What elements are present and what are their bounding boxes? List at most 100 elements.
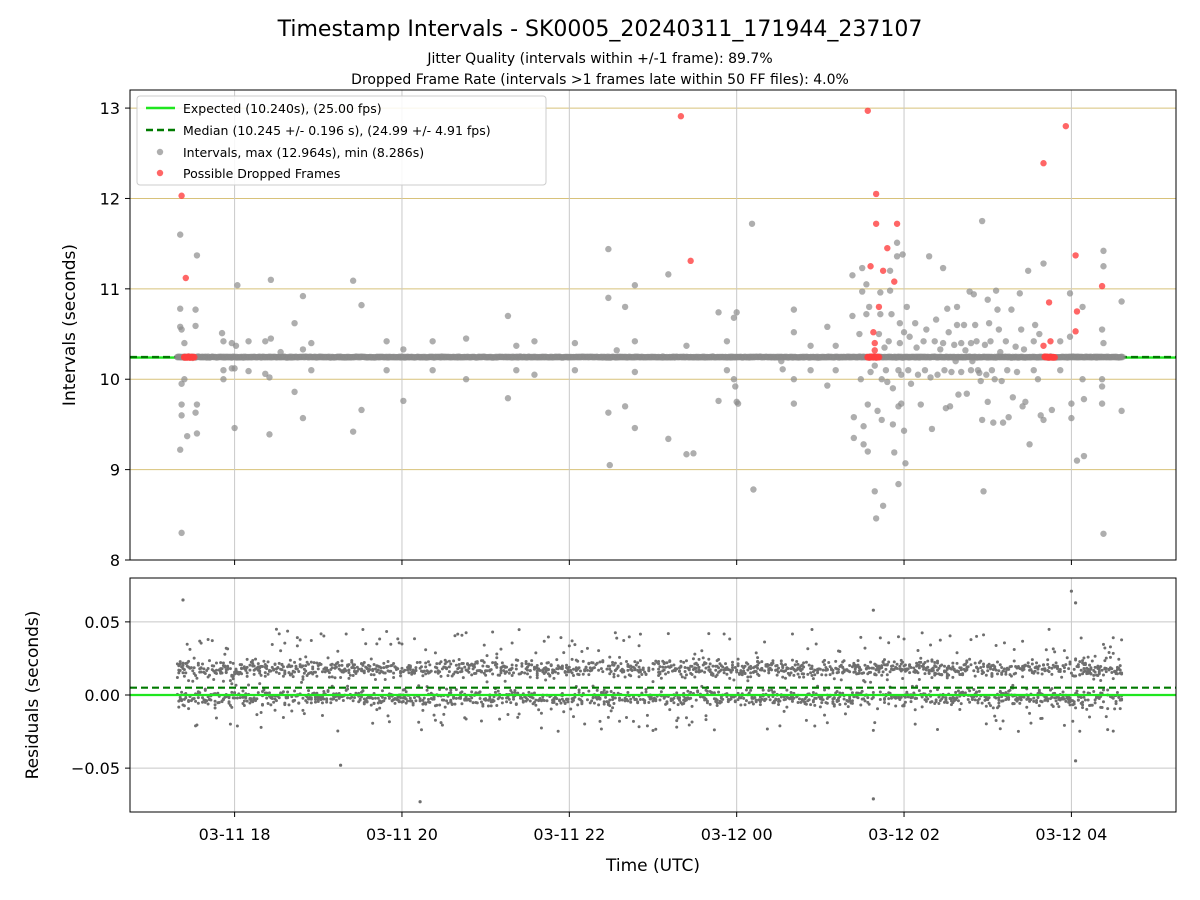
interval-point: [253, 353, 261, 361]
residual-point: [396, 667, 400, 671]
interval-point: [218, 353, 226, 360]
residual-point: [341, 698, 345, 702]
residual-point: [756, 656, 760, 660]
residual-point: [514, 667, 518, 671]
interval-point: [1079, 376, 1086, 383]
interval-point: [252, 353, 259, 361]
residual-point: [760, 660, 764, 664]
interval-point: [259, 353, 266, 361]
residual-point: [883, 701, 887, 705]
interval-point: [245, 354, 252, 361]
residual-point: [417, 720, 421, 724]
interval-point: [474, 354, 481, 361]
residual-point: [684, 716, 688, 720]
interval-point: [387, 353, 395, 361]
residual-point: [505, 670, 509, 674]
dropped-frame-point: [1073, 308, 1081, 315]
residual-point: [372, 673, 376, 677]
interval-point: [363, 353, 371, 361]
interval-point: [581, 353, 588, 361]
residual-point: [1011, 683, 1015, 687]
interval-point: [594, 353, 601, 361]
residual-point: [810, 674, 814, 678]
interval-point: [440, 354, 447, 361]
residual-point: [792, 696, 796, 700]
residual-point: [449, 691, 453, 695]
interval-point: [864, 448, 871, 455]
residual-point: [919, 660, 923, 664]
residual-point: [180, 690, 184, 694]
interval-point: [358, 353, 365, 361]
interval-point: [471, 353, 478, 361]
residual-point: [315, 674, 319, 678]
interval-point: [582, 353, 590, 361]
interval-point: [481, 353, 488, 360]
interval-point: [200, 353, 208, 361]
interval-point: [923, 326, 930, 333]
interval-point: [566, 354, 573, 361]
residual-point: [968, 700, 972, 704]
residual-point: [495, 703, 499, 707]
residual-point: [460, 667, 464, 671]
residual-point: [496, 689, 500, 693]
interval-point: [441, 353, 449, 361]
interval-point: [598, 354, 605, 361]
interval-point: [204, 353, 212, 360]
interval-point: [577, 354, 584, 361]
residual-point: [419, 728, 423, 732]
residual-point: [647, 700, 651, 704]
residual-point: [901, 660, 905, 664]
interval-point: [365, 354, 372, 361]
interval-point: [499, 353, 506, 361]
interval-point: [458, 353, 466, 361]
interval-point: [315, 353, 322, 361]
dropped-frame-point: [872, 220, 880, 227]
interval-point: [342, 353, 350, 361]
interval-point: [990, 419, 997, 426]
residual-point: [629, 700, 633, 704]
residual-point: [435, 662, 439, 666]
residual-point: [658, 672, 662, 676]
residual-point: [534, 698, 538, 702]
residual-point: [691, 657, 695, 661]
residual-point: [330, 675, 334, 679]
residual-point: [348, 673, 352, 677]
residual-point: [644, 690, 648, 694]
interval-point: [291, 388, 298, 396]
interval-point: [478, 353, 485, 361]
residual-point: [187, 659, 191, 663]
residual-point: [707, 632, 711, 636]
residual-point: [930, 676, 934, 680]
interval-point: [490, 354, 498, 361]
residual-point: [958, 708, 962, 712]
interval-point: [206, 354, 213, 361]
interval-point: [255, 353, 262, 361]
residual-point: [880, 673, 884, 677]
interval-point: [203, 354, 210, 361]
interval-point: [383, 366, 390, 374]
interval-point: [448, 353, 456, 361]
interval-point: [460, 353, 467, 361]
interval-point: [234, 353, 241, 361]
interval-point: [543, 353, 551, 361]
interval-point: [453, 353, 460, 361]
interval-point: [953, 303, 961, 311]
residual-point: [202, 667, 206, 671]
interval-point: [497, 353, 505, 361]
interval-point: [531, 353, 538, 361]
residual-point: [255, 713, 259, 717]
residual-point: [415, 660, 419, 664]
residual-point: [231, 677, 235, 681]
interval-point: [554, 353, 562, 361]
residual-point: [601, 660, 605, 664]
interval-point: [391, 353, 399, 361]
interval-point: [541, 354, 548, 361]
interval-point: [223, 353, 230, 360]
residual-point: [375, 642, 379, 646]
residual-point: [201, 662, 205, 666]
interval-point: [832, 342, 839, 349]
residual-point: [525, 698, 529, 702]
residual-point: [446, 674, 450, 678]
interval-point: [581, 354, 588, 361]
interval-point: [197, 353, 205, 361]
